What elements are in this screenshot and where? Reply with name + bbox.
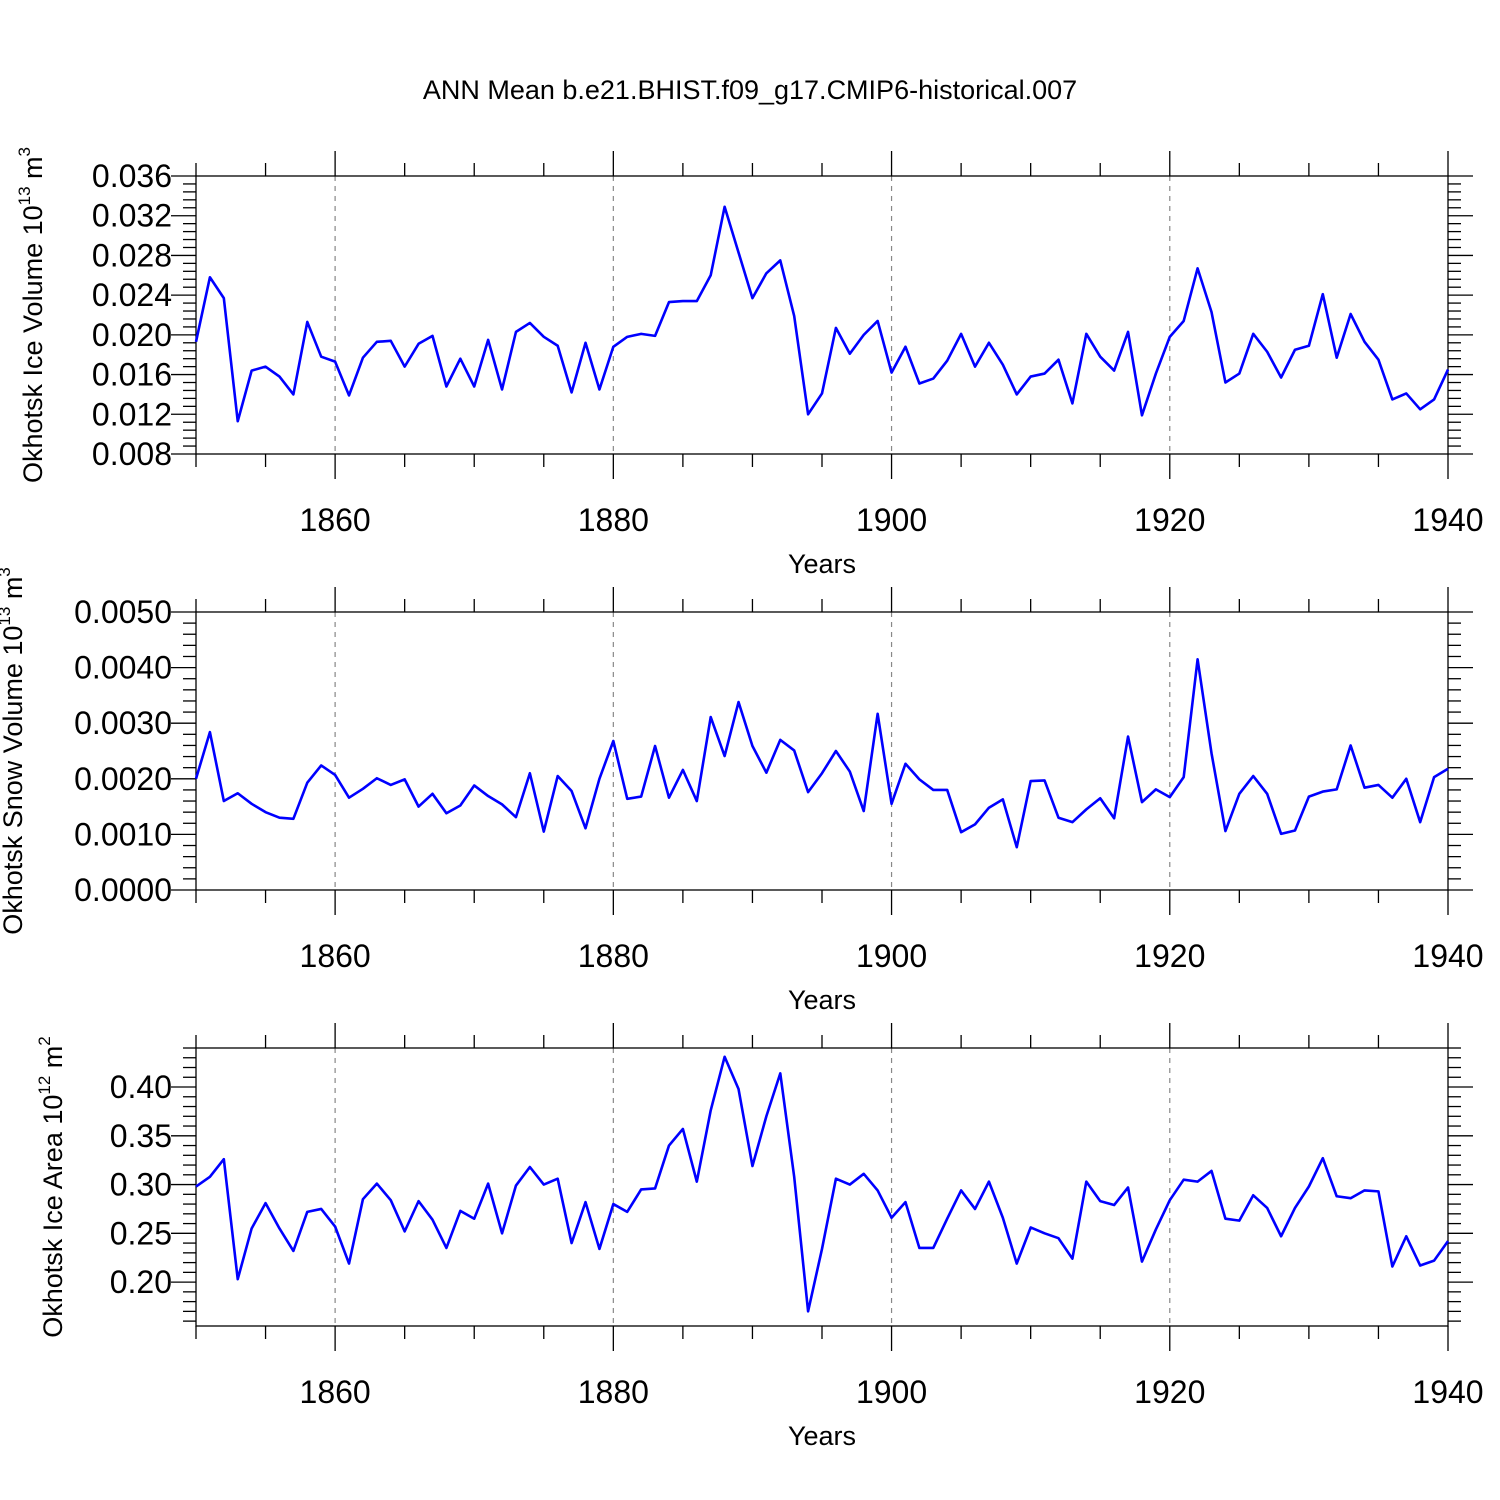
series-line	[195, 1055, 1450, 1313]
plot-frame	[195, 1047, 1449, 1327]
x-tick-label: 1940	[1412, 502, 1483, 538]
chart-title: ANN Mean b.e21.BHIST.f09_g17.CMIP6-histo…	[423, 75, 1077, 105]
y-tick-label: 0.25	[110, 1215, 172, 1251]
y-tick-label: 0.024	[92, 277, 172, 313]
y-tick-label: 0.036	[92, 158, 172, 194]
x-tick-label: 1920	[1134, 1374, 1205, 1410]
y-tick-label: 0.008	[92, 436, 172, 472]
x-axis-label: Years	[788, 549, 856, 579]
x-tick-label: 1900	[856, 938, 927, 974]
x-tick-label: 1860	[300, 502, 371, 538]
x-tick-label: 1880	[578, 938, 649, 974]
x-tick-label: 1940	[1412, 1374, 1483, 1410]
x-tick-label: 1860	[300, 1374, 371, 1410]
series-line	[194, 205, 1450, 423]
y-tick-label: 0.35	[110, 1118, 172, 1154]
y-tick-label: 0.0040	[74, 650, 172, 686]
x-tick-label: 1940	[1412, 938, 1483, 974]
x-tick-label: 1920	[1134, 502, 1205, 538]
y-tick-label: 0.40	[110, 1069, 172, 1105]
x-tick-label: 1900	[856, 1374, 927, 1410]
x-tick-label: 1860	[300, 938, 371, 974]
y-tick-label: 0.032	[92, 198, 172, 234]
y-tick-label: 0.016	[92, 357, 172, 393]
snow-volume-panel: 1860 1880 1900 1920 1940 Years 0.0000 0.0010 0.0…	[0, 567, 1484, 1015]
ice-volume-panel: 1860 1880 1900 1920 1940 Years 0.008 0.0120.016…	[15, 147, 1484, 579]
y-tick-label: 0.012	[92, 396, 172, 432]
y-tick-label: 0.0000	[74, 872, 172, 908]
plot-frame	[195, 175, 1449, 455]
x-axis-label: Years	[788, 985, 856, 1015]
x-tick-label: 1880	[578, 1374, 649, 1410]
y-tick-label: 0.0010	[74, 816, 172, 852]
y-tick-label: 0.028	[92, 237, 172, 273]
y-axis-label: Okhotsk Snow Volume 1013 m3	[0, 567, 28, 935]
y-tick-label: 0.20	[110, 1264, 172, 1300]
y-tick-label: 0.020	[92, 317, 172, 353]
ice-area-panel: 1860 1880 1900 1920 1940 Years 0.20 0.25 0.30 0.3…	[35, 1023, 1484, 1451]
y-tick-label: 0.30	[110, 1167, 172, 1203]
y-tick-label: 0.0020	[74, 761, 172, 797]
y-axis-label: Okhotsk Ice Area 1012 m2	[35, 1036, 68, 1338]
x-tick-label: 1900	[856, 502, 927, 538]
y-axis-label: Okhotsk Ice Volume 1013 m3	[15, 147, 48, 483]
y-tick-label: 0.0050	[74, 594, 172, 630]
x-tick-label: 1880	[578, 502, 649, 538]
x-axis-label: Years	[788, 1421, 856, 1451]
y-tick-label: 0.0030	[74, 705, 172, 741]
plot-frame	[195, 611, 1449, 891]
x-tick-label: 1920	[1134, 938, 1205, 974]
series-line	[194, 657, 1449, 849]
